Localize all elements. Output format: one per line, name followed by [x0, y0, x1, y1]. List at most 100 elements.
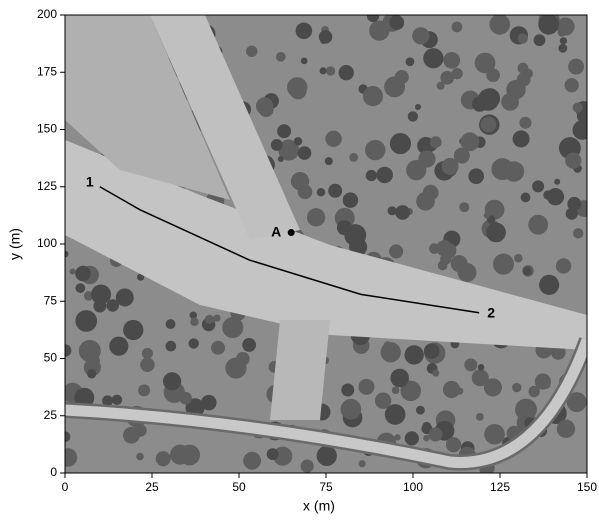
x-tick-label: 0	[62, 480, 69, 494]
tree	[404, 431, 419, 446]
tree	[201, 394, 217, 411]
y-tick-label: 150	[37, 122, 57, 136]
tree	[316, 445, 337, 466]
tree	[501, 93, 519, 111]
tree	[451, 68, 463, 80]
tree	[442, 380, 461, 399]
tree	[165, 319, 176, 330]
tree	[278, 139, 300, 161]
tree	[277, 155, 284, 163]
tree	[512, 382, 522, 393]
y-tick-label: 25	[44, 408, 58, 422]
tree	[188, 338, 199, 349]
tree	[517, 33, 528, 44]
tree	[189, 311, 198, 319]
tree	[460, 132, 480, 152]
tree	[136, 273, 145, 281]
tree	[486, 68, 500, 82]
tree	[436, 81, 445, 90]
tree	[414, 103, 422, 111]
tree	[324, 157, 333, 166]
tree	[287, 77, 308, 98]
tree	[165, 340, 177, 352]
y-tick-label: 100	[37, 236, 57, 250]
tree	[190, 317, 199, 326]
tree	[102, 395, 113, 407]
tree	[543, 190, 553, 200]
tree	[550, 344, 566, 360]
y-tick-label: 200	[37, 7, 57, 21]
tree	[349, 153, 359, 162]
tree	[457, 263, 477, 282]
tree	[365, 139, 386, 161]
tree	[523, 266, 532, 276]
y-tick-label: 0	[50, 465, 57, 479]
tree	[539, 274, 560, 295]
tree	[162, 372, 182, 391]
tree	[141, 347, 153, 359]
tree	[138, 384, 151, 397]
tree	[109, 336, 129, 356]
tree	[572, 120, 587, 140]
tree	[390, 368, 410, 388]
tree	[389, 244, 404, 259]
tree	[295, 22, 313, 40]
tree	[407, 111, 419, 122]
tree	[428, 427, 443, 442]
tree	[468, 168, 484, 185]
tree	[65, 344, 72, 357]
tree	[565, 207, 578, 220]
x-tick-label: 125	[490, 480, 510, 494]
tree	[338, 65, 354, 81]
tree	[516, 72, 531, 87]
tree	[483, 378, 503, 397]
tree	[74, 387, 95, 408]
tree	[423, 435, 430, 442]
y-tick-label: 175	[37, 64, 57, 78]
tree	[423, 343, 440, 359]
tree	[480, 116, 497, 133]
tree	[376, 166, 393, 184]
tree	[429, 136, 442, 148]
tree	[573, 228, 584, 239]
tree	[320, 37, 327, 44]
tree	[556, 419, 576, 438]
tree	[75, 265, 91, 282]
tree	[437, 260, 448, 271]
tree	[534, 373, 552, 390]
tree	[477, 364, 485, 371]
tree	[555, 258, 572, 274]
tree	[75, 310, 98, 332]
tree	[211, 340, 226, 355]
tree	[422, 184, 439, 201]
tree	[65, 431, 71, 443]
tree	[273, 446, 293, 466]
tree	[432, 369, 440, 377]
tree	[484, 423, 505, 445]
tree	[270, 138, 283, 151]
tree	[99, 289, 110, 300]
y-axis-label: y (m)	[7, 228, 23, 260]
x-axis-label: x (m)	[303, 498, 335, 514]
tree	[486, 222, 506, 243]
x-tick-label: 50	[232, 480, 246, 494]
tree	[325, 66, 336, 76]
tree	[383, 341, 393, 350]
tree	[358, 460, 366, 468]
tree	[415, 405, 425, 415]
tree	[340, 398, 362, 420]
tree	[69, 268, 76, 275]
tree	[412, 27, 430, 45]
tree	[384, 404, 406, 425]
tree	[213, 314, 221, 322]
tree	[358, 378, 375, 395]
tree	[538, 15, 559, 35]
tree	[512, 130, 530, 148]
tree	[394, 434, 401, 441]
y-tick-label: 125	[37, 179, 57, 193]
tree	[136, 452, 144, 461]
tree	[571, 397, 581, 407]
tree	[225, 357, 247, 379]
